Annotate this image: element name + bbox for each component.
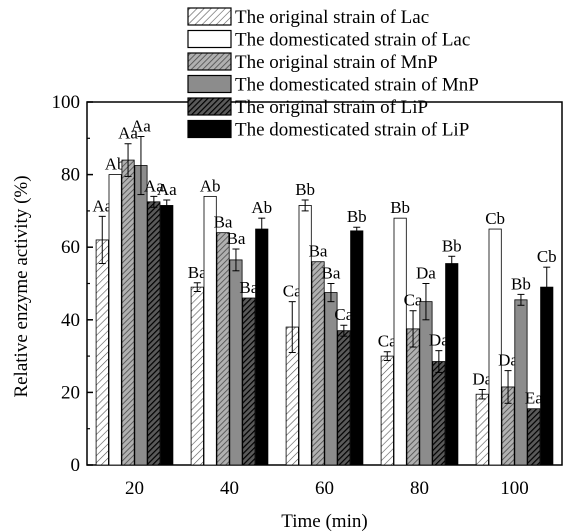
bar — [337, 330, 351, 466]
x-axis-title: Time (min) — [281, 511, 367, 532]
bar — [216, 232, 230, 466]
bar — [393, 217, 407, 466]
bar — [432, 361, 446, 466]
bar — [147, 201, 161, 466]
x-tick-label: 100 — [500, 478, 529, 499]
data-label: Ab — [105, 155, 126, 174]
bar — [203, 195, 217, 466]
bar — [311, 261, 325, 466]
bar — [488, 228, 502, 466]
y-tick-label: 80 — [61, 165, 80, 186]
bar — [445, 263, 459, 466]
data-label: Ba — [309, 242, 328, 261]
bar — [540, 286, 554, 466]
bar — [134, 165, 148, 466]
y-tick-label: 20 — [61, 382, 80, 403]
data-label: Ca — [378, 332, 397, 351]
data-label: Bb — [511, 274, 531, 293]
data-label: Bb — [347, 207, 367, 226]
y-tick-label: 60 — [61, 237, 80, 258]
data-label: Ca — [404, 291, 423, 310]
data-label: Ab — [200, 176, 221, 195]
data-label: Da — [498, 351, 518, 370]
x-tick-label: 40 — [220, 478, 239, 499]
y-axis-title: Relative enzyme activity (%) — [11, 175, 32, 397]
data-label: Aa — [92, 196, 112, 215]
data-label: Ba — [322, 264, 341, 283]
data-label: Cb — [537, 247, 557, 266]
bar — [108, 174, 122, 466]
bar — [475, 393, 489, 466]
y-tick-label: 0 — [71, 455, 81, 476]
data-label: Ba — [239, 278, 258, 297]
legend-swatch — [187, 74, 232, 94]
data-label: Ea — [525, 389, 543, 408]
y-tick-label: 100 — [52, 92, 81, 113]
data-label: Ba — [188, 263, 207, 282]
legend-label: The domesticated strain of MnP — [235, 75, 479, 96]
data-label: Bb — [390, 198, 410, 217]
bar — [514, 299, 528, 466]
legend-label: The domesticated strain of LiP — [235, 120, 469, 141]
bar — [160, 205, 174, 466]
bar — [95, 239, 109, 466]
data-label: Ba — [227, 229, 246, 248]
bar — [350, 230, 364, 466]
y-tick-label: 40 — [61, 310, 80, 331]
data-label: Aa — [157, 180, 177, 199]
data-label: Da — [416, 264, 436, 283]
legend-swatch — [187, 29, 232, 49]
data-label: Ab — [251, 198, 272, 217]
bar — [406, 328, 420, 466]
bar — [419, 301, 433, 466]
x-tick-label: 80 — [410, 478, 429, 499]
bar — [121, 159, 135, 466]
legend-label: The original strain of LiP — [235, 97, 428, 118]
data-label: Ca — [334, 305, 353, 324]
x-tick-label: 60 — [315, 478, 334, 499]
data-label: Cb — [485, 209, 505, 228]
data-label: Ba — [214, 213, 233, 232]
bar — [242, 297, 256, 466]
data-label: Bb — [442, 236, 462, 255]
data-label: Aa — [118, 124, 138, 143]
bar — [380, 355, 394, 466]
bar — [527, 408, 541, 466]
bar — [190, 286, 204, 466]
legend-label: The original strain of MnP — [235, 52, 438, 73]
legend-swatch — [187, 119, 232, 139]
x-tick-label: 20 — [125, 478, 144, 499]
bar — [255, 228, 269, 466]
data-label: Aa — [144, 176, 164, 195]
legend-swatch — [187, 7, 232, 26]
legend-swatch — [187, 52, 232, 71]
legend-label: The domesticated strain of Lac — [235, 30, 470, 51]
data-label: Aa — [131, 116, 151, 135]
legend-swatch — [187, 97, 232, 116]
data-label: Da — [429, 331, 449, 350]
data-label: Ca — [283, 282, 302, 301]
legend-label: The original strain of Lac — [235, 7, 429, 28]
data-label: Bb — [295, 180, 315, 199]
data-label: Da — [472, 369, 492, 388]
